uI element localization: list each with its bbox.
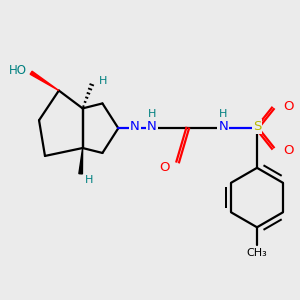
Polygon shape xyxy=(30,71,59,91)
Text: O: O xyxy=(283,100,293,113)
Text: H: H xyxy=(148,109,156,119)
Text: N: N xyxy=(218,120,228,133)
Text: O: O xyxy=(159,161,170,174)
Polygon shape xyxy=(79,148,83,174)
Text: HO: HO xyxy=(9,64,27,77)
Text: O: O xyxy=(283,143,293,157)
Text: H: H xyxy=(98,76,107,85)
Text: N: N xyxy=(130,120,140,133)
Text: S: S xyxy=(253,120,261,133)
Text: H: H xyxy=(85,175,93,185)
Text: CH₃: CH₃ xyxy=(247,248,267,258)
Text: H: H xyxy=(219,109,227,119)
Text: N: N xyxy=(147,120,157,133)
